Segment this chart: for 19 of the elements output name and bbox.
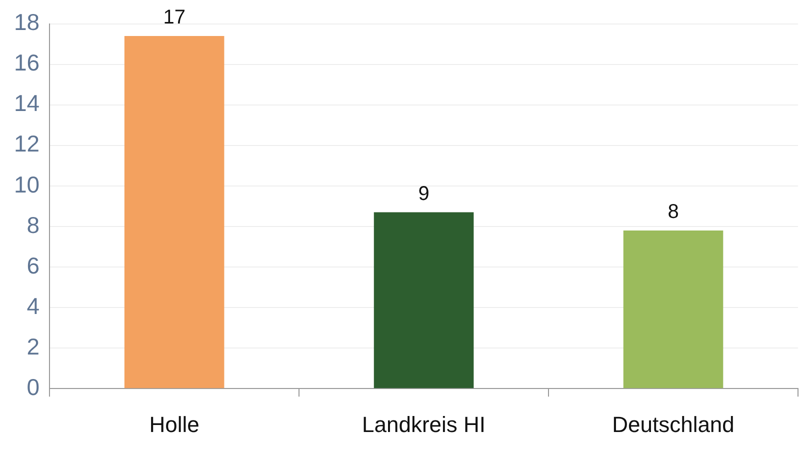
bar xyxy=(374,212,474,388)
y-tick-label: 16 xyxy=(14,50,40,76)
data-label: 9 xyxy=(418,182,430,205)
bar xyxy=(623,230,724,388)
x-tick-label: Landkreis HI xyxy=(362,412,486,437)
y-tick-label: 12 xyxy=(14,130,40,157)
y-tick-label: 2 xyxy=(26,333,40,360)
y-tick-label: 0 xyxy=(26,374,40,400)
y-tick-label: 14 xyxy=(14,90,40,116)
y-tick-label: 18 xyxy=(14,9,40,36)
y-tick-label: 6 xyxy=(26,252,40,278)
bar xyxy=(124,36,224,388)
x-tick-label: Deutschland xyxy=(612,412,734,437)
data-label: 17 xyxy=(163,6,186,28)
y-tick-label: 4 xyxy=(26,292,40,319)
y-tick-label: 8 xyxy=(26,212,40,238)
x-tick-label: Holle xyxy=(149,412,200,437)
y-tick-label: 10 xyxy=(14,171,40,198)
data-label: 8 xyxy=(668,201,679,224)
